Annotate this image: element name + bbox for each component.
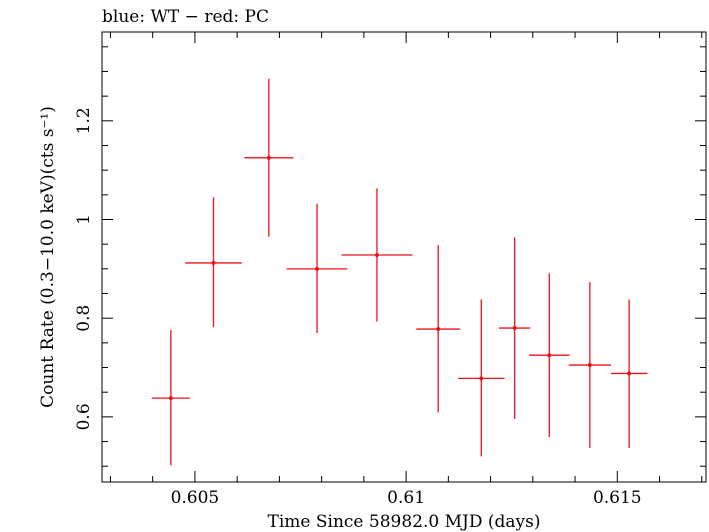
chart-title: blue: WT − red: PC	[102, 7, 269, 27]
plot-frame	[101, 31, 707, 483]
data-marker	[314, 266, 319, 271]
data-marker	[374, 253, 379, 258]
y-tick-label: 0.8	[74, 305, 94, 332]
data-marker	[436, 327, 441, 332]
data-point	[499, 237, 531, 419]
x-axis: 0.605 0.61 0.615	[109, 32, 703, 508]
x-axis-label: Time Since 58982.0 MJD (days)	[268, 512, 541, 532]
data-point	[341, 188, 413, 322]
data-marker	[479, 376, 484, 381]
y-tick-label: 0.6	[74, 403, 94, 430]
data-point	[610, 299, 648, 448]
data-marker	[266, 155, 271, 160]
data-point	[458, 299, 505, 457]
data-marker	[547, 353, 552, 358]
data-point	[568, 282, 611, 448]
data-point	[416, 245, 461, 413]
y-axis: 0.6 0.8 1 1.2	[74, 46, 706, 467]
y-tick-label: 1.2	[74, 107, 94, 134]
x-tick-label: 0.61	[387, 488, 425, 508]
data-point	[244, 78, 294, 237]
y-tick-label: 1	[74, 214, 94, 225]
data-marker	[512, 326, 517, 331]
x-tick-label: 0.605	[171, 488, 220, 508]
data-point	[185, 197, 242, 328]
data-point	[151, 330, 190, 466]
data-marker	[211, 260, 216, 265]
y-axis-label: Count Rate (0.3−10.0 keV)(cts s⁻¹)	[38, 106, 58, 408]
pc-series	[151, 78, 648, 466]
data-marker	[168, 396, 173, 401]
data-marker	[587, 363, 592, 368]
x-tick-label: 0.615	[593, 488, 642, 508]
data-marker	[627, 371, 632, 376]
data-point	[286, 203, 348, 333]
data-point	[529, 273, 570, 438]
